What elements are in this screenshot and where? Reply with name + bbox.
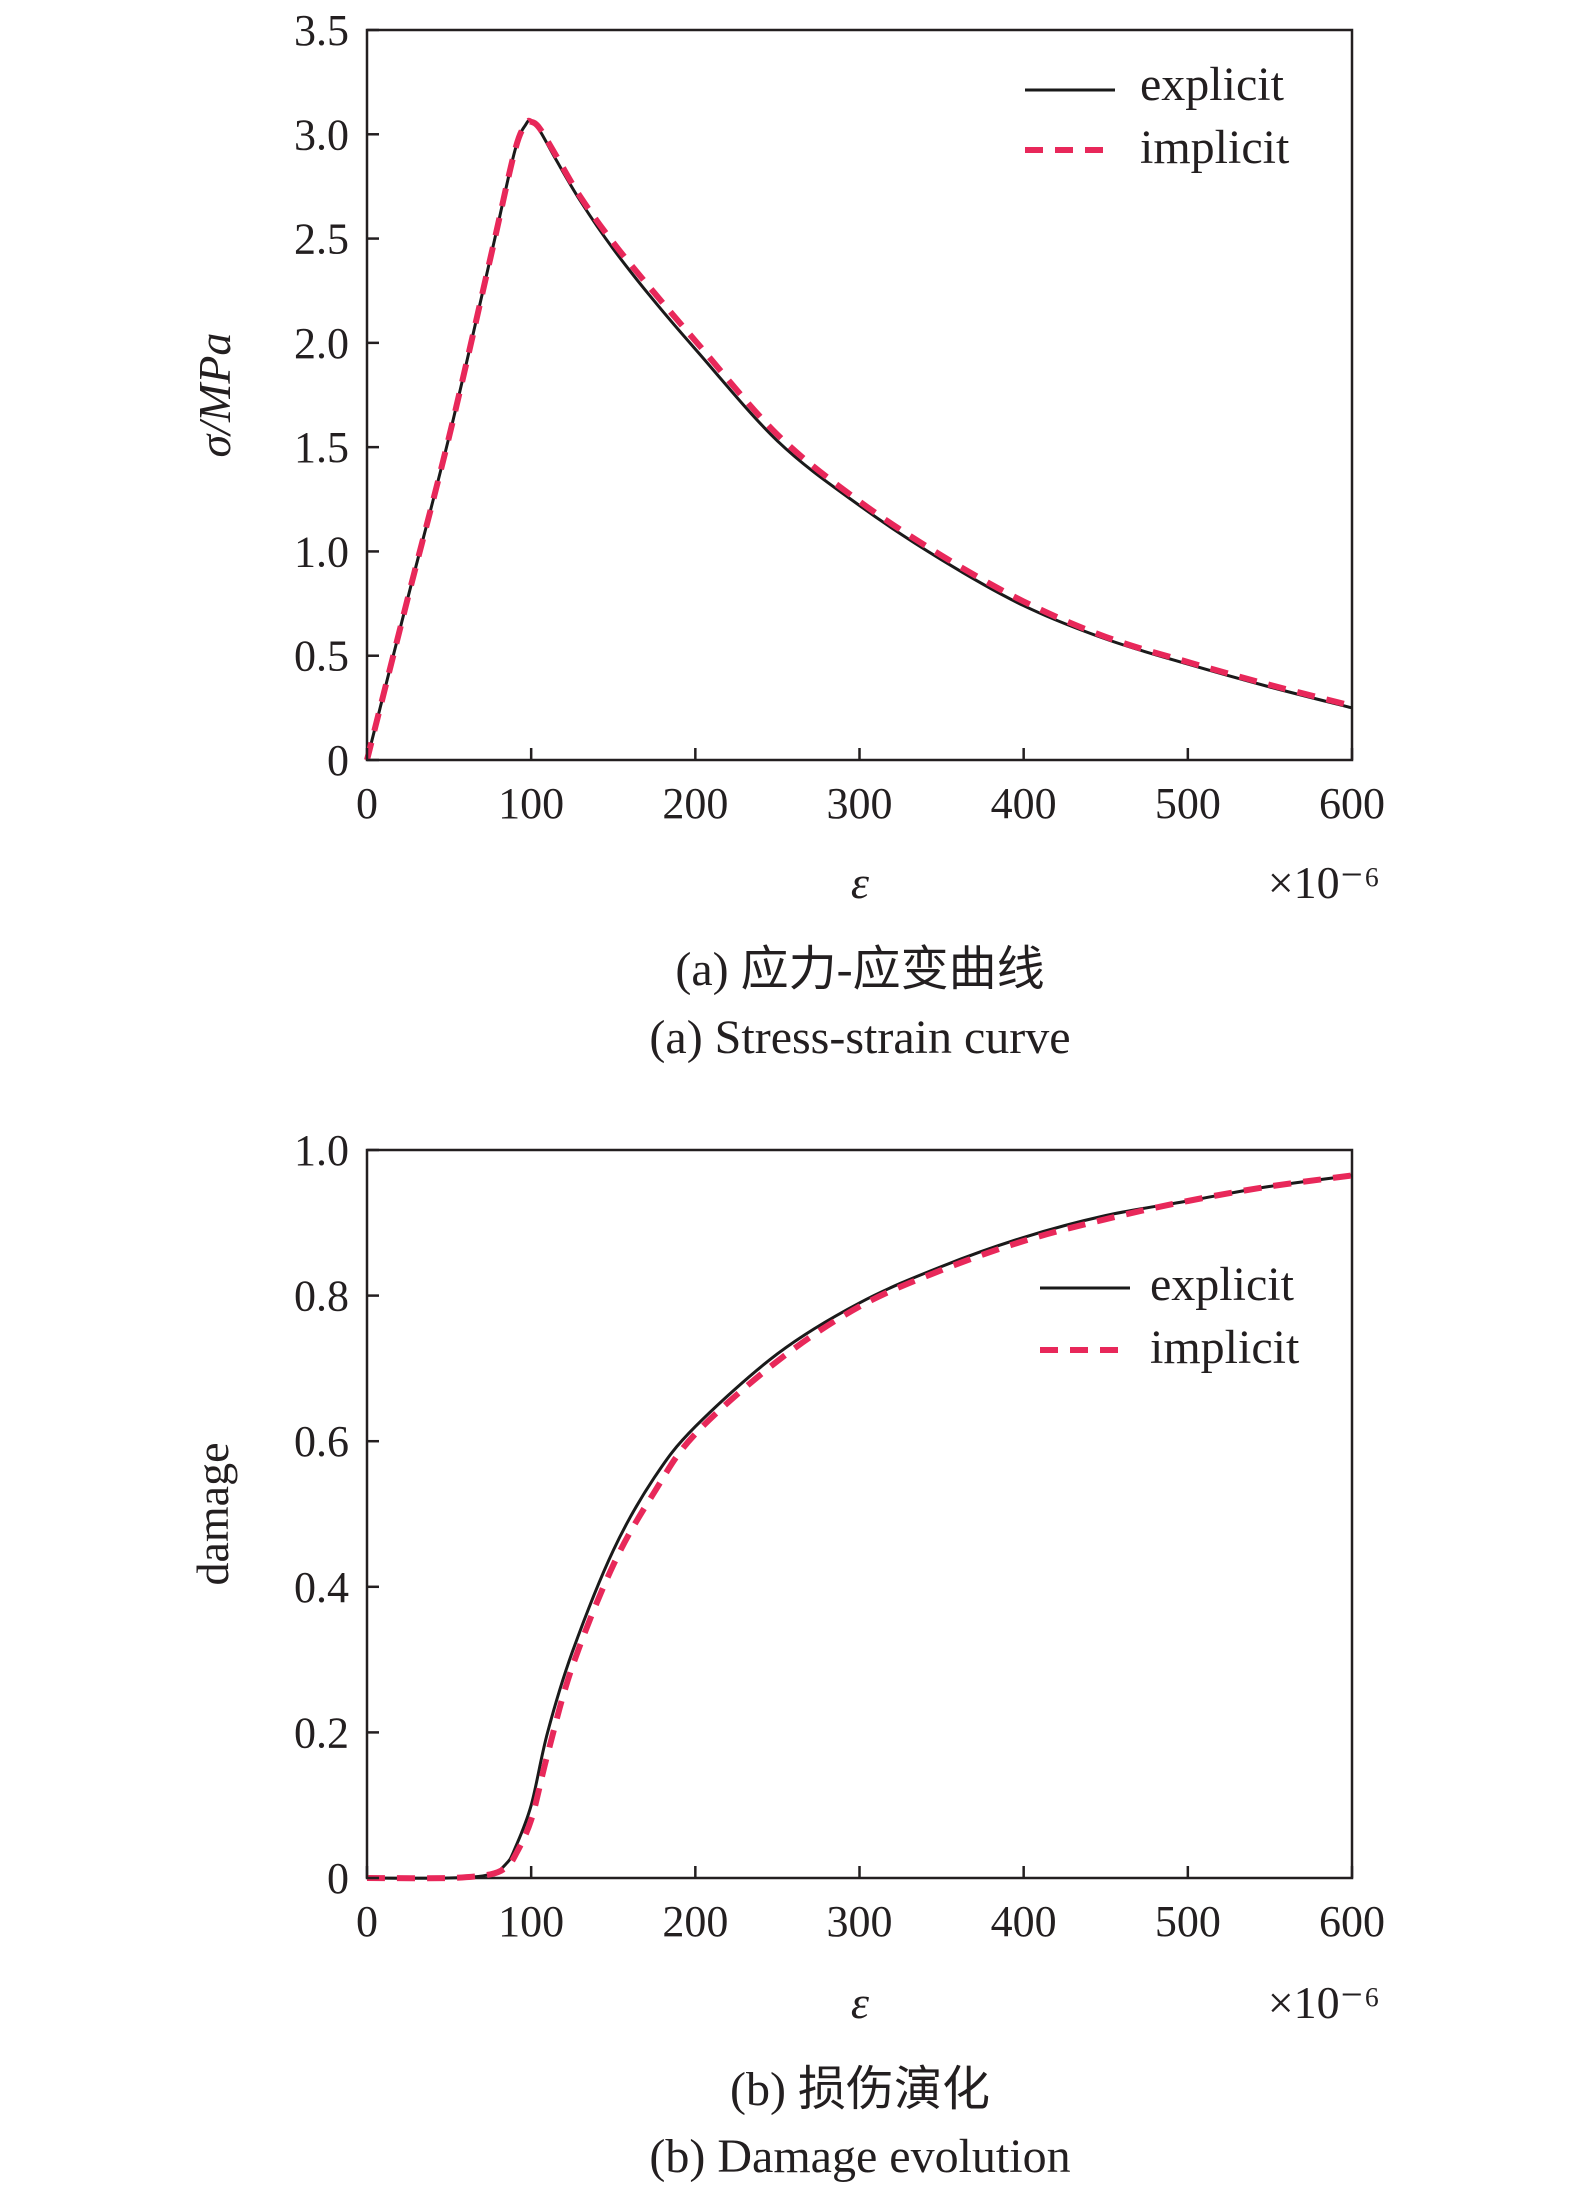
caption-en: (b) Damage evolution [649,2130,1070,2183]
y-tick-label: 1.0 [294,527,349,576]
x-tick-label: 400 [991,1897,1057,1946]
x-tick-label: 500 [1155,779,1221,828]
legend-label-explicit: explicit [1150,1258,1295,1311]
legend: explicit implicit [1025,58,1290,174]
series-line-implicit [366,1172,1353,1882]
legend-label-implicit: implicit [1150,1321,1300,1374]
y-tick-label: 0.5 [294,632,349,681]
x-tick-label: 300 [827,779,893,828]
x-tick-label: 600 [1319,1897,1385,1946]
y-axis-ticks: 0 0.5 1.0 1.5 2.0 2.5 3.0 3.5 [294,6,379,785]
x-axis-label: ε [851,1977,870,2028]
series-line-explicit [365,119,1353,761]
y-tick-label: 1.0 [294,1126,349,1175]
y-tick-label: 0.4 [294,1563,349,1612]
series-layer [364,117,1353,761]
x-axis-ticks: 0 100 200 300 400 500 600 [356,1866,1385,1946]
series-line-implicit [364,117,1353,761]
x-tick-label: 200 [662,1897,728,1946]
legend-label-implicit: implicit [1140,121,1290,174]
damage-evolution-panel: 0 100 200 300 400 500 600 0 0.2 0.4 0.6 0.8 1.0 dam… [187,1126,1385,2183]
caption-en: (a) Stress-strain curve [649,1011,1070,1064]
series-layer [366,1172,1353,1882]
legend-label-explicit: explicit [1140,58,1285,111]
y-tick-label: 0 [327,1854,349,1903]
y-axis-ticks: 0 0.2 0.4 0.6 0.8 1.0 [294,1126,379,1903]
y-tick-label: 0.2 [294,1708,349,1757]
x-tick-label: 0 [356,779,378,828]
y-axis-label: damage [187,1442,238,1585]
y-tick-label: 0.8 [294,1272,349,1321]
x-axis-multiplier: ×10⁻⁶ [1268,857,1380,908]
y-tick-label: 3.0 [294,110,349,159]
x-tick-label: 200 [662,779,728,828]
x-axis-ticks: 0 100 200 300 400 500 600 [356,748,1385,828]
x-tick-label: 500 [1155,1897,1221,1946]
y-tick-label: 1.5 [294,423,349,472]
stress-strain-panel: 0 100 200 300 400 500 600 0 0.5 1.0 1.5 2.0 2.5 3.0 3… [189,6,1385,1064]
x-tick-label: 400 [991,779,1057,828]
series-line-explicit [366,1174,1353,1880]
y-tick-label: 0 [327,736,349,785]
x-axis-multiplier: ×10⁻⁶ [1268,1977,1380,2028]
x-tick-label: 300 [827,1897,893,1946]
caption-cn: (b) 损伤演化 [730,2063,990,2116]
y-tick-label: 2.5 [294,215,349,264]
y-axis-label: σ/MPa [189,333,240,458]
legend: explicit implicit [1040,1258,1300,1374]
x-tick-label: 0 [356,1897,378,1946]
y-tick-label: 3.5 [294,6,349,55]
caption-cn: (a) 应力-应变曲线 [675,943,1044,996]
x-tick-label: 100 [498,779,564,828]
y-tick-label: 2.0 [294,319,349,368]
x-axis-label: ε [851,857,870,908]
y-tick-label: 0.6 [294,1417,349,1466]
x-tick-label: 600 [1319,779,1385,828]
x-tick-label: 100 [498,1897,564,1946]
